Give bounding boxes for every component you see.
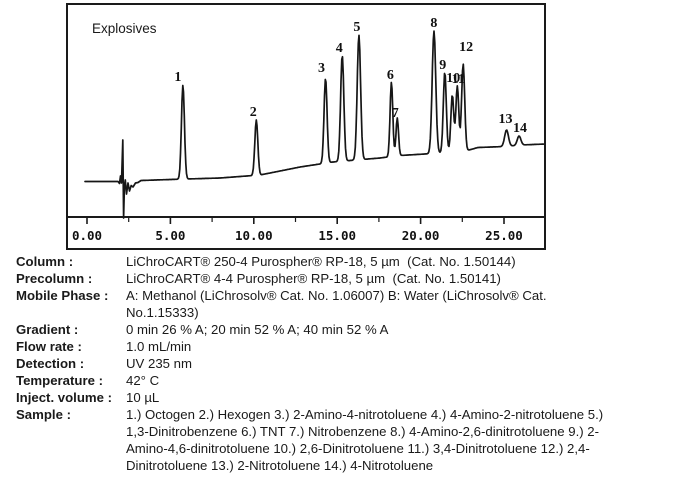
method-row: Flow rate : 1.0 mL/min [0, 338, 695, 355]
method-label: Inject. volume : [16, 390, 112, 405]
method-label: Flow rate : [16, 339, 82, 354]
peak-label-3: 3 [318, 61, 325, 76]
x-axis-tick-label: 10.00 [235, 228, 273, 243]
method-value: A: Methanol (LiChrosolv® Cat. No. 1.0600… [126, 288, 547, 320]
x-axis-tick-label: 25.00 [485, 228, 523, 243]
method-label: Column : [16, 254, 74, 269]
method-value: 1.0 mL/min [126, 339, 192, 354]
method-row: Gradient : 0 min 26 % A; 20 min 52 % A; 4… [0, 321, 695, 338]
method-label: Mobile Phase : [16, 288, 109, 303]
chromatogram-svg: Explosives 0.00 5.00 10.00 15.00 20.00 25.00 1… [66, 3, 546, 250]
chromatogram-figure: Explosives 0.00 5.00 10.00 15.00 20.00 25.00 1… [66, 3, 546, 250]
x-axis-tick-label: 20.00 [402, 228, 440, 243]
peak-label-12: 12 [459, 40, 473, 55]
figure-title: Explosives [92, 21, 157, 36]
method-row: Sample : 1.) Octogen 2.) Hexogen 3.) 2-Am… [0, 406, 695, 474]
plot-border [66, 3, 546, 250]
peak-label-8: 8 [430, 16, 437, 31]
x-axis-tick-label: 5.00 [155, 228, 185, 243]
chromatogram-trace [84, 30, 545, 219]
method-row: Mobile Phase : A: Methanol (LiChrosolv® C… [0, 287, 695, 321]
method-row: Precolumn : LiChroCART® 4-4 Purospher® RP… [0, 270, 695, 287]
method-value: 10 µL [126, 390, 160, 405]
method-value: 42° C [126, 373, 160, 388]
method-label: Sample : [16, 407, 71, 422]
method-value: 1.) Octogen 2.) Hexogen 3.) 2-Amino-4-ni… [126, 407, 604, 473]
method-value: LiChroCART® 4-4 Purospher® RP-18, 5 µm (… [126, 271, 501, 286]
peak-label-7: 7 [392, 106, 399, 121]
method-value: LiChroCART® 250-4 Purospher® RP-18, 5 µm… [126, 254, 516, 269]
peak-label-11: 11 [452, 72, 465, 87]
method-value: UV 235 nm [126, 356, 192, 371]
peak-label-9: 9 [439, 58, 446, 73]
method-row: Column : LiChroCART® 250-4 Purospher® RP-… [0, 253, 695, 270]
method-label: Detection : [16, 356, 85, 371]
peak-label-6: 6 [387, 68, 394, 83]
method-value: 0 min 26 % A; 20 min 52 % A; 40 min 52 %… [126, 322, 389, 337]
peak-label-14: 14 [513, 121, 527, 136]
peak-label-10: 10 [446, 71, 460, 86]
method-label: Temperature : [16, 373, 103, 388]
peak-label-1: 1 [174, 70, 181, 85]
peak-label-2: 2 [250, 105, 257, 120]
method-row: Detection : UV 235 nm [0, 355, 695, 372]
peak-label-5: 5 [353, 20, 360, 35]
peak-label-13: 13 [499, 112, 513, 127]
method-table: Column : LiChroCART® 250-4 Purospher® RP-… [0, 253, 695, 474]
method-row: Temperature : 42° C [0, 372, 695, 389]
method-label: Gradient : [16, 322, 79, 337]
peak-label-4: 4 [336, 41, 343, 56]
method-row: Inject. volume : 10 µL [0, 389, 695, 406]
x-axis-tick-label: 0.00 [72, 228, 102, 243]
method-label: Precolumn : [16, 271, 93, 286]
x-axis-tick-label: 15.00 [318, 228, 356, 243]
